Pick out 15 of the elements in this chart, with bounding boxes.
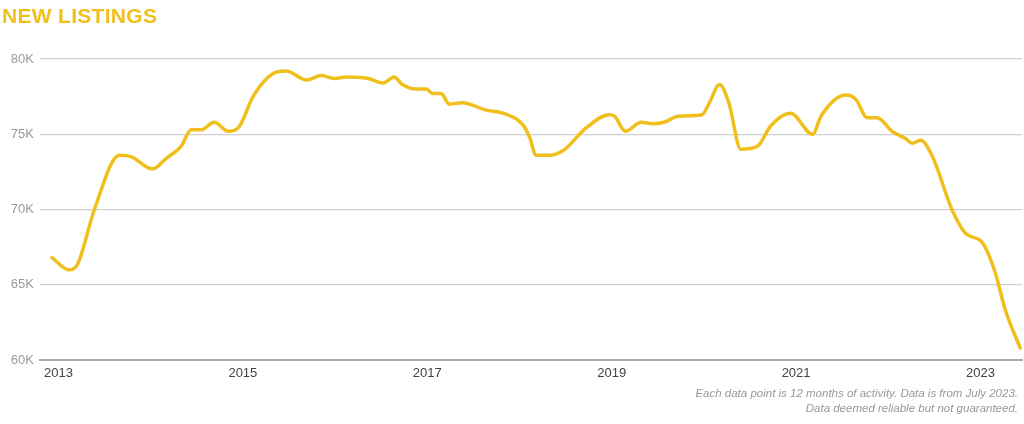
x-tick-label: 2019	[597, 365, 627, 381]
x-tick-label: 2021	[781, 365, 811, 381]
x-tick-label: 2023	[966, 365, 995, 381]
line-series	[50, 69, 1022, 350]
y-tick-label: 60K	[10, 351, 35, 367]
x-tick-label: 2013	[43, 365, 73, 381]
y-tick-label: 80K	[10, 50, 35, 66]
y-tick-label: 75K	[10, 125, 35, 141]
y-tick-label: 70K	[10, 201, 35, 217]
x-tick-label: 2015	[228, 365, 258, 381]
chart-title: NEW LISTINGS	[2, 4, 158, 28]
x-tick-label: 2017	[412, 365, 442, 381]
text: Each data point is 12 months of activity. Data is from July 2023.	[695, 386, 1018, 401]
y-tick-label: 65K	[10, 276, 35, 292]
text: Data deemed reliable but not guaranteed.	[804, 401, 1018, 416]
